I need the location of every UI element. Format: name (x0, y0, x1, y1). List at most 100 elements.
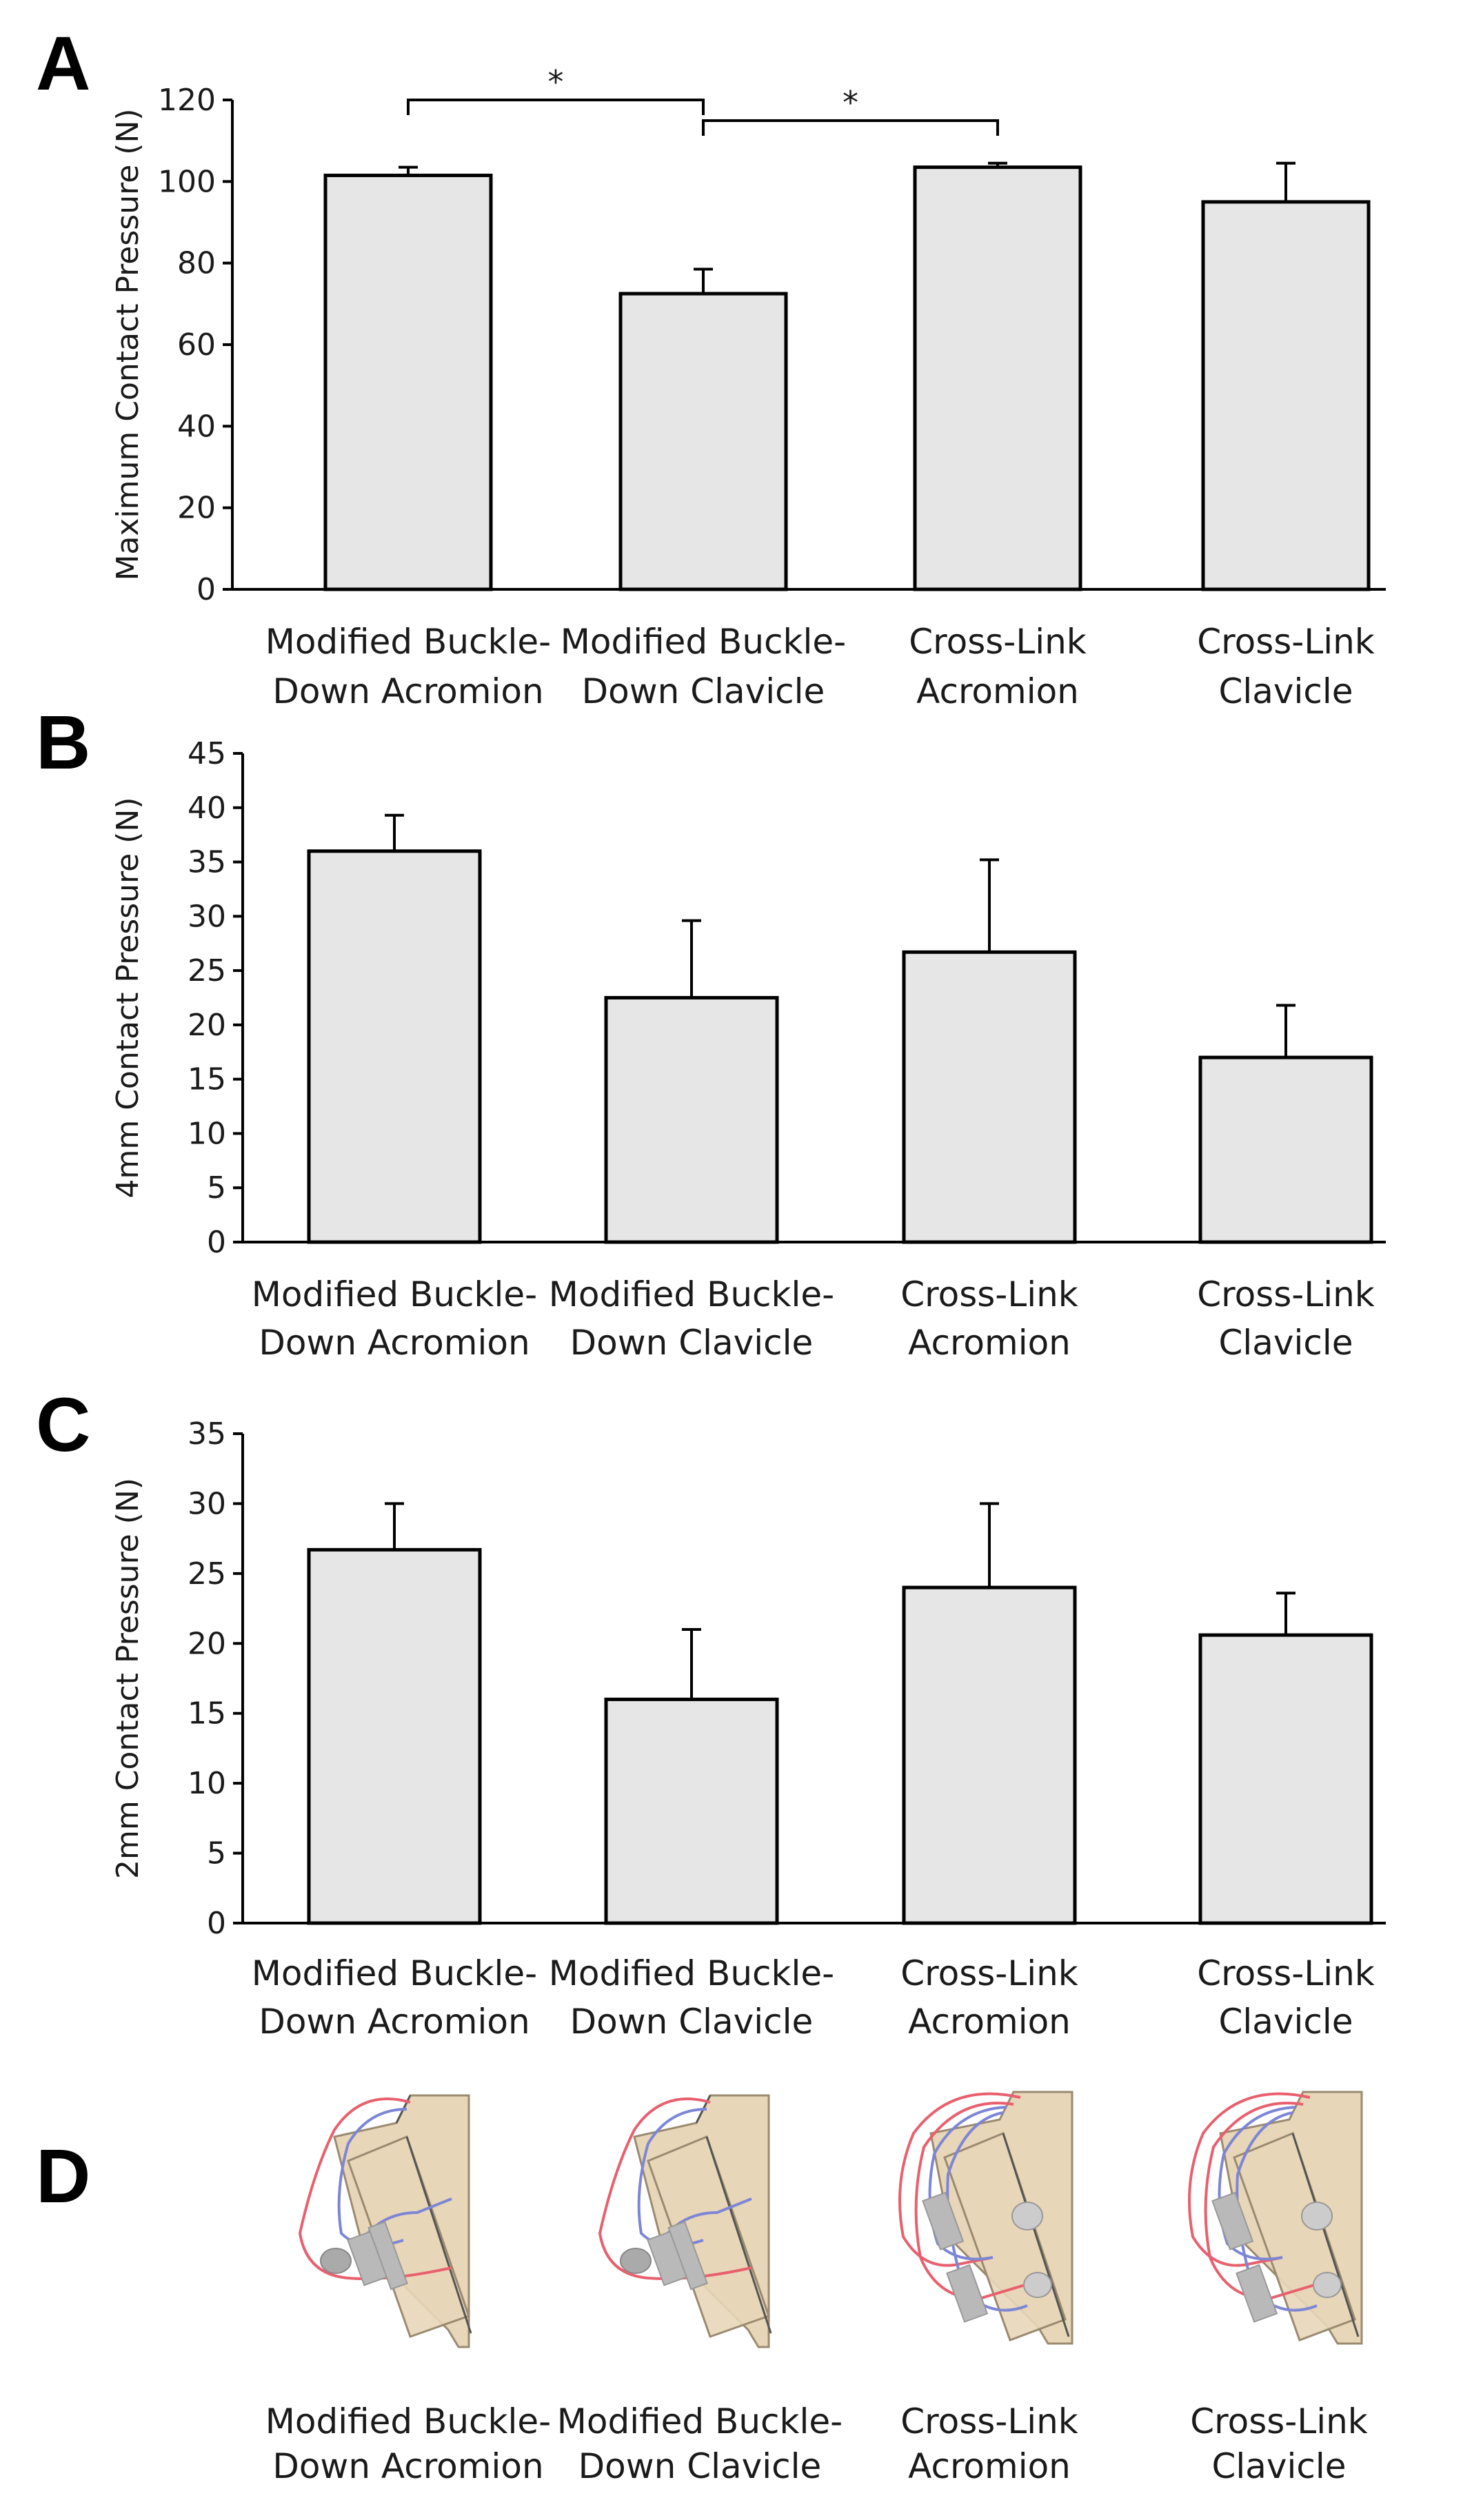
y-tick-label: 60 (177, 327, 216, 363)
x-category-label-2-line-2: Down Clavicle (570, 2002, 814, 2042)
panel-letter-c: C (36, 1383, 90, 1467)
knot (320, 2248, 352, 2274)
x-category-label-4-line-1: Cross-Link (1197, 622, 1375, 662)
panel-d-illustrations: D (36, 2091, 1368, 2486)
significance-bracket-2 (702, 119, 999, 136)
suture-red-2 (1204, 2102, 1338, 2301)
illustration-cross-link-clavicle (1188, 2091, 1363, 2345)
y-tick-label: 10 (188, 1766, 226, 1801)
y-tick-label: 80 (177, 246, 216, 281)
y-tick-label: 20 (177, 491, 216, 526)
y-tick-label: 100 (158, 164, 216, 199)
x-category-label-1-line-2: Down Acromion (272, 671, 543, 711)
suture-red (1188, 2092, 1311, 2267)
y-tick-label: 5 (207, 1170, 226, 1206)
bone-edge (1291, 2133, 1360, 2337)
bar-3 (902, 950, 1077, 1244)
panel-letter-a: A (36, 21, 90, 106)
button-plate-2 (667, 2221, 708, 2290)
y-tick-label: 20 (188, 1008, 226, 1043)
x-category-label-3-line-2: Acromion (908, 1323, 1071, 1363)
button-plate (922, 2191, 965, 2250)
significance-star-2: * (843, 84, 858, 121)
y-tick-label: 30 (188, 1486, 226, 1521)
bar-2 (604, 1697, 779, 1925)
x-category-label-3-line-1: Cross-Link (900, 1274, 1078, 1314)
caption-2-line-2: Down Clavicle (578, 2446, 822, 2486)
y-tick-label: 25 (188, 1556, 226, 1592)
panel-a-chart: A Maximum Contact Pressure (N) 0 20 40 60 80 10… (36, 21, 1386, 711)
significance-bracket-1 (407, 99, 705, 115)
y-tick-label: 45 (188, 736, 226, 771)
y-tick-label: 15 (188, 1062, 226, 1097)
bone-edge (405, 2136, 472, 2334)
caption-2-line-1: Modified Buckle- (557, 2401, 843, 2441)
y-axis-label: 2mm Contact Pressure (N) (110, 1478, 145, 1879)
knot (1301, 2202, 1333, 2231)
bar-4 (1201, 200, 1371, 591)
y-tick-label: 15 (188, 1696, 226, 1731)
bar-3 (902, 1585, 1077, 1925)
y-tick-label: 0 (207, 1906, 226, 1941)
button-plate-2 (367, 2221, 408, 2290)
x-category-label-3-line-2: Acromion (916, 671, 1079, 711)
x-category-label-4-line-2: Clavicle (1218, 671, 1353, 711)
y-tick-label: 10 (188, 1116, 226, 1151)
caption-4-line-1: Cross-Link (1190, 2401, 1368, 2441)
bone-edge (1002, 2133, 1070, 2337)
significance-star-1: * (548, 63, 564, 101)
bar-1 (307, 1547, 482, 1925)
y-tick-label: 0 (207, 1225, 226, 1260)
x-category-label-2-line-1: Modified Buckle- (561, 622, 846, 662)
x-category-label-1-line-2: Down Acromion (259, 1323, 530, 1363)
bar-2 (604, 996, 779, 1244)
illustration-buckle-down-acromion (298, 2094, 472, 2348)
illustration-buckle-down-clavicle (598, 2094, 772, 2348)
panel-b-chart: B 4mm Contact Pressure (N) 0 5 10 15 20 25 30 35 4… (36, 700, 1386, 1363)
button-plate-2 (946, 2264, 989, 2323)
caption-3-line-2: Acromion (908, 2446, 1071, 2486)
x-category-label-2-line-2: Down Clavicle (570, 1323, 814, 1363)
panel-d-captions: Modified Buckle- Down Acromion Modified … (265, 2401, 1368, 2486)
suture-blue (928, 2106, 1007, 2261)
bar-1 (323, 173, 493, 591)
knot (1011, 2202, 1043, 2231)
button-plate-2 (1236, 2264, 1278, 2323)
y-tick-label: 0 (196, 572, 216, 607)
bar-1 (307, 849, 482, 1244)
y-axis-label: 4mm Contact Pressure (N) (110, 797, 145, 1199)
y-tick-label: 35 (188, 845, 226, 880)
illustration-cross-link-acromion (898, 2091, 1073, 2345)
x-category-label-1-line-1: Modified Buckle- (252, 1953, 537, 1993)
y-tick-label: 25 (188, 953, 226, 988)
x-category-label-4-line-2: Clavicle (1218, 2002, 1353, 2042)
y-tick-label: 40 (177, 409, 216, 444)
x-category-label-2-line-1: Modified Buckle- (549, 1274, 834, 1314)
bar-4 (1198, 1633, 1373, 1925)
bar-2 (618, 292, 788, 591)
x-category-label-1-line-1: Modified Buckle- (265, 622, 551, 662)
x-category-label-3-line-1: Cross-Link (900, 1953, 1078, 1993)
y-axis-label: Maximum Contact Pressure (N) (110, 108, 145, 580)
x-category-label-1-line-1: Modified Buckle- (252, 1274, 537, 1314)
panel-letter-d: D (36, 2134, 90, 2219)
caption-1-line-2: Down Acromion (272, 2446, 543, 2486)
bone-edge (705, 2136, 772, 2334)
x-category-label-4-line-1: Cross-Link (1197, 1953, 1375, 1993)
y-tick-label: 35 (188, 1416, 226, 1452)
knot-2 (1313, 2272, 1342, 2298)
caption-4-line-2: Clavicle (1211, 2446, 1346, 2486)
knot (620, 2248, 652, 2274)
panel-c-chart: C 2mm Contact Pressure (N) 0 5 10 15 20 25 30 35 M… (36, 1383, 1386, 2042)
caption-1-line-1: Modified Buckle- (265, 2401, 551, 2441)
caption-3-line-1: Cross-Link (900, 2401, 1078, 2441)
bar-3 (913, 165, 1082, 591)
button-plate (1211, 2191, 1254, 2250)
x-category-label-2-line-1: Modified Buckle- (549, 1953, 834, 1993)
suture-blue (1218, 2106, 1297, 2261)
bar-4 (1198, 1055, 1373, 1244)
x-category-label-4-line-2: Clavicle (1218, 1323, 1353, 1363)
x-category-label-2-line-2: Down Clavicle (582, 671, 825, 711)
y-tick-label: 5 (207, 1836, 226, 1871)
